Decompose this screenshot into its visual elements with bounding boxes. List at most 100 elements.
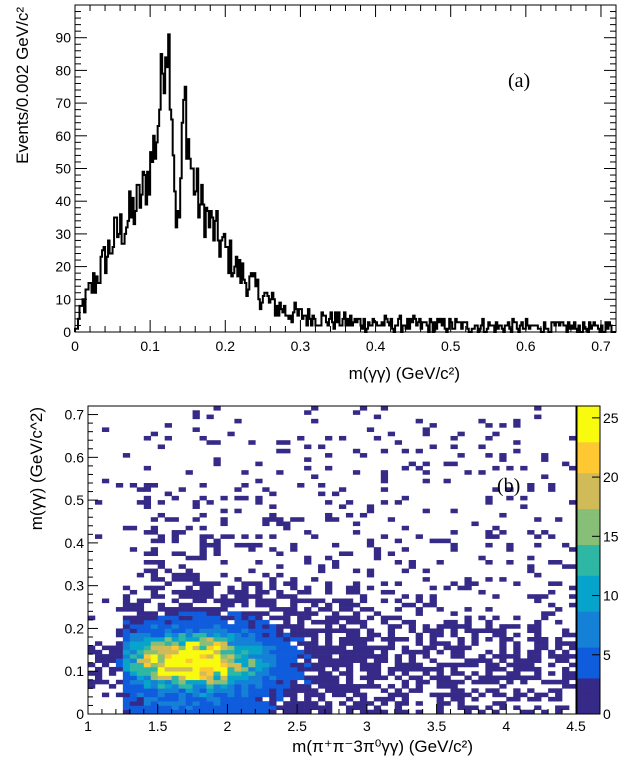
heatmap-cell <box>394 607 403 612</box>
heatmap-cell <box>150 577 159 582</box>
heatmap-cell <box>290 684 298 689</box>
heatmap-cell <box>415 611 423 616</box>
heatmap-cell <box>464 615 472 621</box>
heatmap-cell <box>122 688 131 693</box>
heatmap-cell <box>241 684 249 689</box>
heatmap-cell <box>352 645 361 651</box>
heatmap-cell <box>164 671 172 676</box>
colorbar-segment <box>577 672 600 679</box>
heatmap-cell <box>492 594 500 599</box>
heatmap-cell <box>206 662 214 668</box>
heatmap-cell <box>241 688 249 693</box>
panel-a-x-tick-label: 0.1 <box>140 338 160 354</box>
colorbar-segment <box>577 467 600 474</box>
heatmap-cell <box>248 649 256 655</box>
heatmap-cell <box>325 435 333 441</box>
heatmap-cell <box>422 602 430 608</box>
heatmap-cell <box>318 666 326 672</box>
heatmap-cell <box>283 654 291 659</box>
heatmap-cell <box>345 637 354 642</box>
heatmap-cell <box>108 654 117 659</box>
heatmap-cell <box>157 679 165 685</box>
heatmap-cell <box>276 675 284 681</box>
heatmap-cell <box>164 662 172 668</box>
heatmap-cell <box>492 675 500 681</box>
heatmap-cell <box>192 671 200 676</box>
heatmap-cell <box>513 696 521 702</box>
heatmap-cell <box>290 602 298 608</box>
heatmap-cell <box>506 679 514 685</box>
heatmap-cell <box>318 645 326 651</box>
heatmap-cell <box>485 577 493 582</box>
colorbar-segment <box>577 678 600 684</box>
heatmap-cell <box>122 666 131 672</box>
heatmap-cell <box>380 474 389 480</box>
heatmap-cell <box>136 641 145 646</box>
heatmap-cell <box>527 696 535 702</box>
heatmap-cell <box>450 581 458 586</box>
heatmap-cell <box>450 662 458 668</box>
heatmap-cell <box>227 589 235 595</box>
heatmap-cell <box>199 555 207 561</box>
heatmap-cell <box>88 671 96 676</box>
heatmap-cell <box>534 696 542 702</box>
heatmap-cell <box>485 542 493 548</box>
heatmap-cell <box>325 705 333 711</box>
heatmap-cell <box>234 645 242 651</box>
heatmap-cell <box>325 684 333 689</box>
heatmap-cell <box>178 679 186 685</box>
heatmap-cell <box>283 581 291 586</box>
heatmap-cell <box>262 487 270 492</box>
heatmap-cell <box>436 709 444 715</box>
heatmap-cell <box>345 607 354 612</box>
heatmap-cell <box>499 637 507 642</box>
heatmap-cell <box>401 666 409 672</box>
heatmap-cell <box>143 692 152 698</box>
heatmap-cell <box>450 649 458 655</box>
heatmap-cell <box>206 542 214 548</box>
heatmap-cell <box>283 675 291 681</box>
heatmap-cell <box>352 410 361 415</box>
heatmap-cell <box>548 654 556 659</box>
panel-a-histogram-line <box>74 33 616 333</box>
heatmap-cell <box>171 701 179 706</box>
heatmap-cell <box>129 662 138 668</box>
heatmap-cell <box>380 709 389 715</box>
heatmap-cell <box>192 611 200 616</box>
heatmap-cell <box>241 615 249 621</box>
heatmap-cell <box>569 662 577 668</box>
colorbar-segment <box>577 462 600 468</box>
heatmap-cell <box>164 696 172 702</box>
heatmap-cell <box>506 654 514 659</box>
heatmap-cell <box>185 470 193 475</box>
heatmap-cell <box>262 632 270 638</box>
heatmap-cell <box>352 615 361 621</box>
colorbar-segment <box>577 508 600 515</box>
heatmap-cell <box>527 637 535 642</box>
heatmap-cell <box>171 679 179 685</box>
heatmap-cell <box>199 696 207 702</box>
heatmap-cell <box>527 662 535 668</box>
heatmap-cell <box>227 662 235 668</box>
colorbar-segment <box>577 616 600 622</box>
heatmap-cell <box>527 675 535 681</box>
heatmap-cell <box>297 649 305 655</box>
heatmap-cell <box>88 684 96 689</box>
heatmap-cell <box>457 671 465 676</box>
heatmap-cell <box>373 645 382 651</box>
heatmap-cell <box>555 517 563 522</box>
heatmap-cell <box>199 551 207 557</box>
heatmap-cell <box>150 675 159 681</box>
heatmap-cell <box>318 658 326 663</box>
heatmap-cell <box>471 688 479 693</box>
heatmap-cell <box>401 619 409 625</box>
heatmap-cell <box>325 649 333 655</box>
heatmap-cell <box>450 530 458 535</box>
heatmap-cell <box>164 705 172 711</box>
heatmap-cell <box>569 547 577 552</box>
heatmap-cell <box>325 624 333 629</box>
heatmap-cell <box>269 517 277 522</box>
heatmap-cell <box>387 517 396 522</box>
heatmap-cell <box>325 555 333 561</box>
panel-b-label: (b) <box>497 475 520 497</box>
